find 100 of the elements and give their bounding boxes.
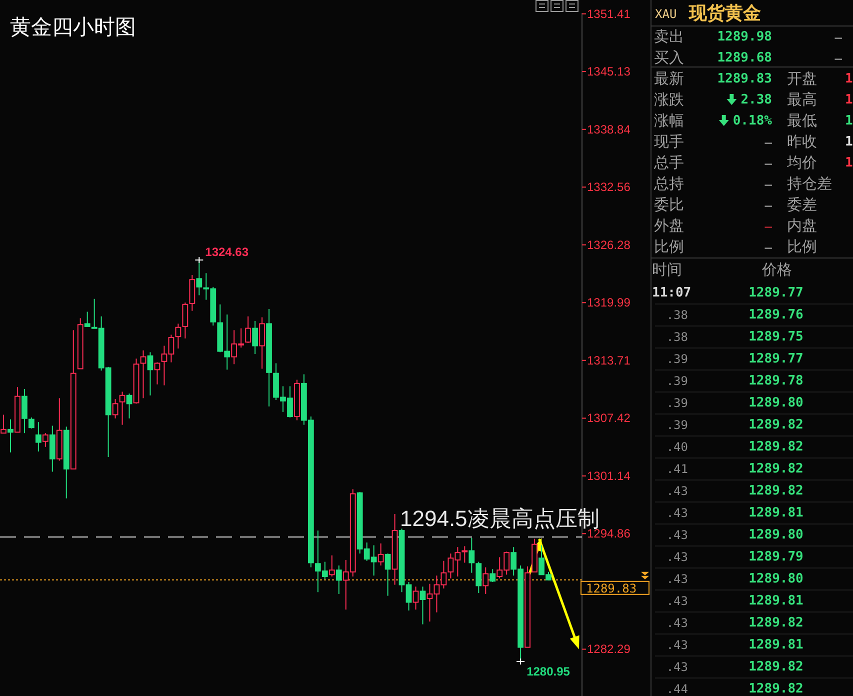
text: .43	[666, 594, 688, 608]
candlestick	[182, 302, 188, 339]
text: 1289.78	[748, 374, 804, 388]
candlestick	[140, 350, 146, 399]
text: –	[764, 134, 773, 150]
text: .41	[666, 462, 688, 476]
text: 比例	[654, 238, 684, 256]
text: .43	[666, 550, 688, 564]
text: –	[764, 156, 773, 170]
text: 1289.82	[748, 462, 804, 476]
candlestick	[384, 553, 391, 596]
y-tick-label: 1282.29	[587, 642, 631, 656]
text: 最低	[787, 112, 817, 130]
text: 1289.82	[748, 440, 804, 454]
text: 买入	[654, 50, 684, 66]
text: 1289.81	[748, 638, 804, 652]
text: 1289.82	[748, 660, 804, 674]
text: .39	[666, 418, 688, 432]
text: 涨幅	[654, 112, 684, 130]
candlestick	[378, 542, 384, 566]
candlestick	[112, 398, 118, 419]
candlestick	[126, 393, 132, 419]
y-tick-label: 1301.14	[587, 468, 631, 483]
text: 1289.82	[748, 616, 804, 630]
text: 1289.80	[748, 396, 804, 410]
text: 昨收	[787, 134, 817, 150]
text: 1	[845, 72, 853, 86]
candlestick	[28, 416, 34, 429]
candlestick	[154, 362, 160, 385]
ref-line-label: 1289.83	[586, 581, 637, 596]
text: .43	[666, 572, 688, 586]
candlestick	[259, 316, 265, 370]
candlestick	[490, 568, 496, 583]
text: 外盘	[654, 218, 684, 234]
text: 1	[845, 134, 853, 150]
text: XAU	[655, 7, 677, 21]
text: .38	[666, 308, 688, 322]
text: 委差	[787, 196, 817, 214]
text: 1289.82	[748, 484, 804, 498]
candlestick	[420, 586, 426, 625]
text: 现手	[654, 134, 684, 150]
annotation: 1324.63	[205, 245, 249, 259]
candlestick	[412, 586, 419, 610]
annotation: 1280.95	[526, 664, 570, 679]
text: 1289.98	[717, 30, 772, 44]
text: .38	[666, 330, 688, 344]
text: .43	[666, 484, 688, 498]
candlestick	[336, 564, 342, 594]
text: 1	[845, 92, 853, 108]
text: 1289.68	[717, 50, 772, 66]
text: 1	[845, 114, 853, 128]
text: .39	[666, 374, 688, 388]
text: 比例	[787, 238, 817, 256]
text: 1289.82	[748, 418, 804, 432]
text: 1289.80	[748, 572, 804, 586]
text: –	[764, 198, 773, 212]
text: 1289.83	[717, 72, 772, 86]
text: 1289.77	[748, 286, 804, 300]
text: 最新	[654, 70, 684, 88]
text: 内盘	[787, 218, 817, 234]
y-tick-label: 1338.84	[587, 122, 631, 136]
text: 均价	[786, 154, 817, 172]
text: .43	[666, 638, 688, 652]
text: 涨跌	[654, 92, 684, 108]
candlestick	[147, 352, 154, 396]
text: .43	[666, 506, 688, 520]
candlestick	[245, 316, 251, 344]
candlestick	[468, 537, 475, 574]
y-tick-label: 1332.56	[587, 180, 631, 194]
y-tick-label: 1351.41	[587, 6, 631, 21]
y-tick-label: 1313.71	[587, 353, 631, 368]
text: 总手	[653, 154, 684, 172]
text: 开盘	[787, 70, 817, 88]
text: 1289.75	[748, 330, 804, 344]
text: 2.38	[740, 92, 772, 108]
text: 1289.80	[748, 528, 804, 542]
text: .39	[666, 352, 688, 366]
candlestick	[42, 432, 48, 448]
text: .44	[666, 682, 688, 696]
candlestick	[189, 274, 196, 312]
text: .43	[666, 660, 688, 674]
text: .39	[666, 396, 688, 410]
text: –	[764, 218, 773, 234]
text: 持仓差	[787, 176, 832, 192]
y-tick-label: 1307.42	[587, 411, 631, 426]
text: 总持	[653, 176, 684, 192]
candlestick	[328, 554, 335, 577]
text: 委比	[654, 196, 684, 214]
text: –	[834, 50, 843, 66]
text: 时间	[652, 262, 682, 278]
text: 价格	[761, 262, 792, 278]
text: –	[764, 176, 773, 192]
text: 1289.76	[748, 308, 804, 322]
text: .43	[666, 616, 688, 630]
text: –	[764, 240, 773, 254]
text: .40	[666, 440, 688, 454]
text: 1289.82	[748, 682, 804, 696]
text: 最高	[787, 92, 817, 108]
candlestick	[482, 566, 489, 594]
chart-title: 黄金四小时图	[10, 16, 136, 39]
